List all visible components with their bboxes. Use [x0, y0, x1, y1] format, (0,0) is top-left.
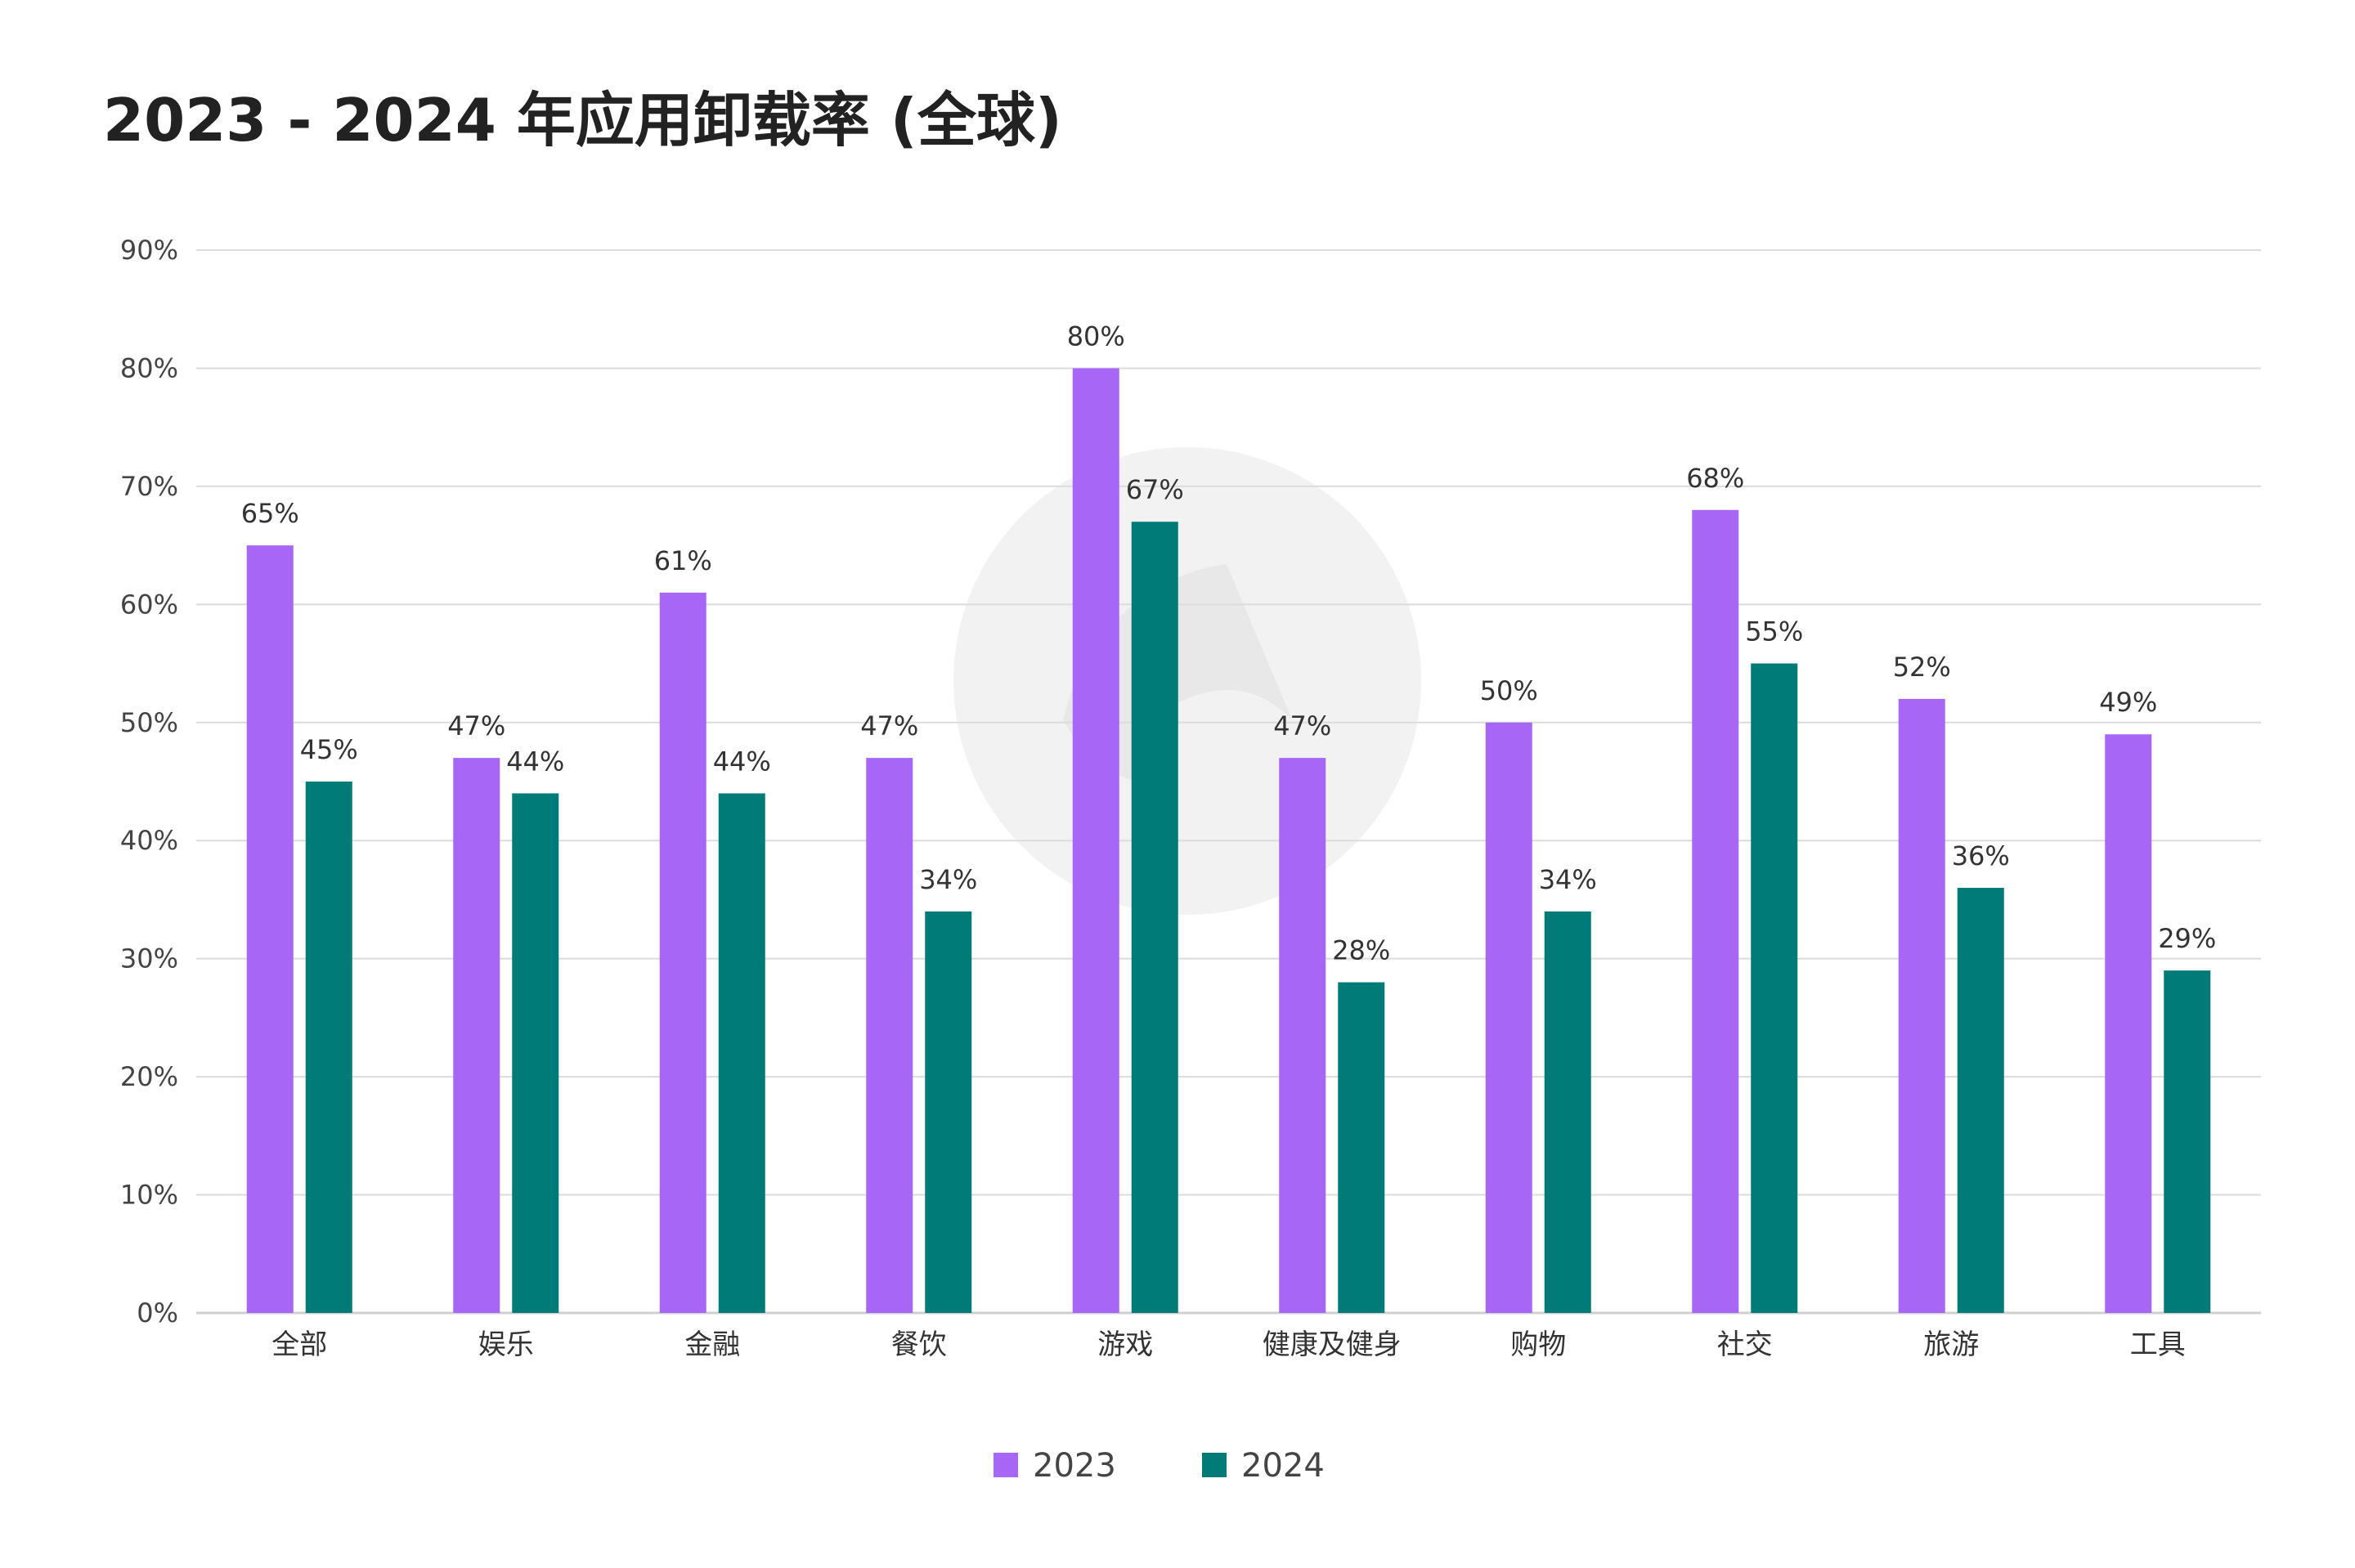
bar-2024-4: [1131, 522, 1178, 1313]
bar-2023-8: [1898, 698, 1945, 1313]
watermark-logo: [953, 447, 1421, 915]
category-label-7: 社交: [1717, 1328, 1773, 1361]
y-tick-label: 50%: [120, 707, 178, 738]
category-label-0: 全部: [271, 1328, 327, 1361]
data-label-2023-9: 49%: [2099, 687, 2157, 718]
bar-2024-2: [718, 793, 765, 1313]
bar-2024-0: [305, 782, 352, 1313]
legend-label-2024: 2024: [1241, 1447, 1325, 1485]
data-label-2023-0: 65%: [241, 498, 299, 529]
data-label-2023-8: 52%: [1893, 652, 1951, 683]
bar-2023-2: [659, 592, 706, 1313]
bar-2024-6: [1544, 911, 1591, 1313]
y-tick-label: 40%: [120, 825, 178, 856]
data-label-2023-5: 47%: [1273, 710, 1331, 741]
category-label-3: 餐饮: [891, 1328, 947, 1361]
y-tick-label: 20%: [120, 1061, 178, 1092]
data-label-2024-9: 29%: [2158, 923, 2216, 954]
data-label-2024-2: 44%: [713, 746, 771, 777]
bar-2023-6: [1485, 722, 1532, 1313]
x-axis-categories: 全部 娱乐 金融 餐饮 游戏 健康及健身 购物 社交 旅游 工具: [271, 1328, 2186, 1361]
bar-2023-4: [1072, 368, 1119, 1313]
category-label-1: 娱乐: [478, 1328, 534, 1361]
bar-2024-9: [2164, 970, 2211, 1313]
data-label-2024-5: 28%: [1332, 935, 1390, 966]
data-label-2024-6: 34%: [1539, 864, 1597, 895]
data-label-2024-1: 44%: [506, 746, 564, 777]
data-label-2024-3: 34%: [919, 864, 977, 895]
y-tick-label: 10%: [120, 1180, 178, 1211]
data-label-2024-4: 67%: [1126, 474, 1184, 505]
legend-swatch-2024: [1202, 1453, 1227, 1477]
y-tick-label: 0%: [137, 1297, 178, 1328]
data-label-2023-4: 80%: [1067, 320, 1125, 352]
y-tick-label: 80%: [120, 352, 178, 383]
y-tick-label: 30%: [120, 943, 178, 974]
y-axis-ticks: 0% 10% 20% 30% 40% 50% 60% 70% 80% 90%: [120, 235, 178, 1328]
data-label-2024-7: 55%: [1745, 616, 1803, 647]
bar-2024-8: [1957, 888, 2004, 1313]
y-tick-label: 90%: [120, 235, 178, 266]
bar-2024-5: [1338, 982, 1385, 1313]
data-label-2023-2: 61%: [654, 545, 712, 576]
bar-2023-9: [2105, 734, 2152, 1313]
data-labels: 65%45%47%44%61%44%47%34%80%67%47%28%50%3…: [241, 320, 2217, 965]
data-label-2023-6: 50%: [1480, 675, 1538, 706]
data-label-2024-8: 36%: [1952, 840, 2010, 871]
legend-swatch-2023: [994, 1453, 1018, 1477]
bar-2023-7: [1692, 509, 1739, 1313]
bar-2023-0: [246, 545, 294, 1313]
legend-label-2023: 2023: [1033, 1447, 1116, 1485]
data-label-2023-7: 68%: [1686, 463, 1744, 494]
bars: [246, 368, 2211, 1313]
data-label-2023-3: 47%: [860, 710, 918, 741]
chart-title: 2023 - 2024 年应用卸载率 (全球): [103, 86, 1062, 155]
bar-2024-1: [512, 793, 559, 1313]
bar-2023-1: [453, 758, 500, 1313]
data-label-2023-1: 47%: [447, 710, 505, 741]
bar-2023-3: [866, 758, 913, 1313]
bar-2024-3: [925, 911, 972, 1313]
y-tick-label: 70%: [120, 471, 178, 502]
legend: 2023 2024: [994, 1447, 1325, 1485]
category-label-4: 游戏: [1097, 1328, 1153, 1361]
category-label-2: 金融: [684, 1328, 740, 1361]
category-label-9: 工具: [2130, 1328, 2186, 1361]
category-label-5: 健康及健身: [1263, 1328, 1402, 1361]
data-label-2024-0: 45%: [300, 734, 358, 765]
bar-2023-5: [1279, 758, 1326, 1313]
category-label-6: 购物: [1510, 1328, 1566, 1361]
y-tick-label: 60%: [120, 589, 178, 620]
bar-2024-7: [1751, 663, 1798, 1313]
category-label-8: 旅游: [1923, 1328, 1979, 1361]
